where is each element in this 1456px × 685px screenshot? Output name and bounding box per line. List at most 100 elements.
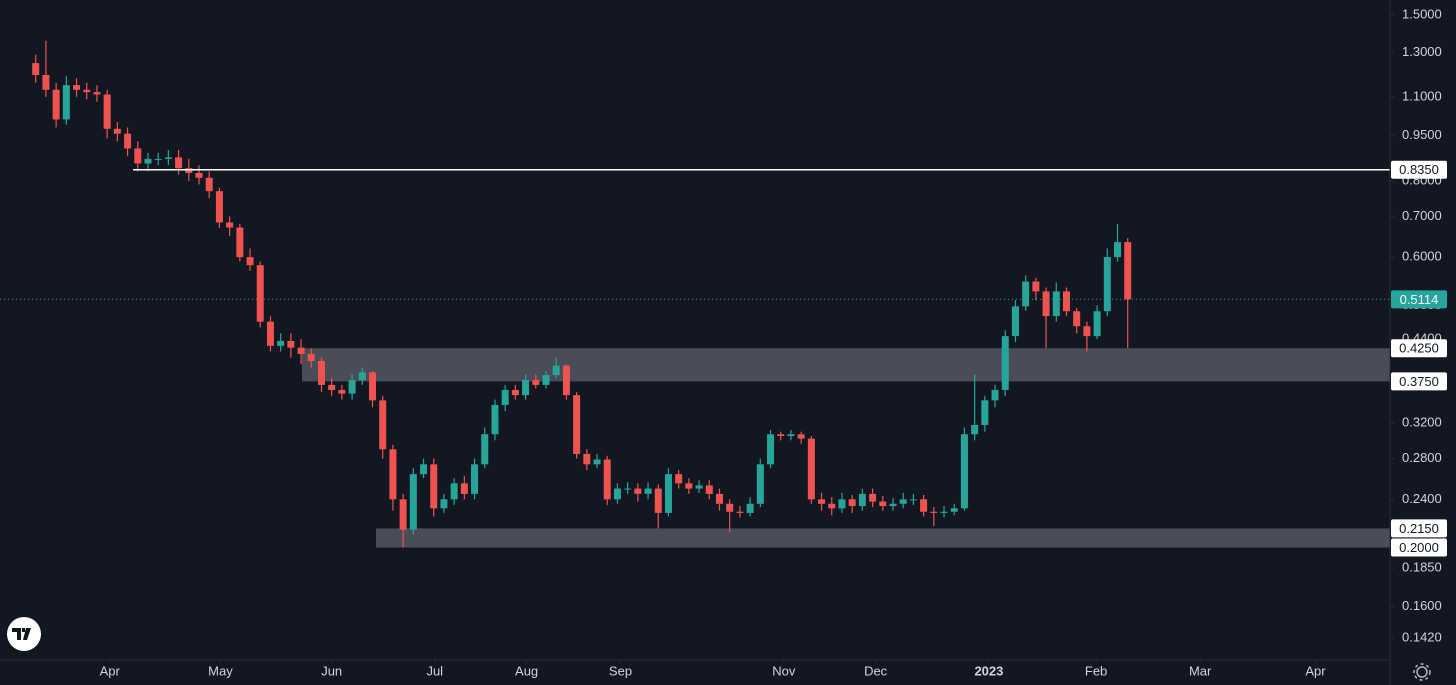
candle-body xyxy=(542,375,550,385)
candle-body xyxy=(1124,242,1132,300)
zone-low-label-bg xyxy=(1391,538,1447,557)
candle-body xyxy=(440,499,448,509)
zone-low-label: 0.3750 xyxy=(1399,374,1439,389)
candle-body xyxy=(1011,306,1019,337)
candle-body xyxy=(409,474,417,530)
x-tick-label: 2023 xyxy=(974,663,1003,678)
candle-body xyxy=(287,340,295,348)
candle-body xyxy=(297,347,305,354)
candle-body xyxy=(685,483,693,489)
last-price-label: 0.5114 xyxy=(1400,292,1439,307)
candle-body xyxy=(1042,291,1050,317)
settings-icon[interactable] xyxy=(1413,663,1431,681)
candle-body xyxy=(62,85,70,120)
tradingview-logo[interactable] xyxy=(7,617,41,651)
y-tick-label: 0.1600 xyxy=(1402,598,1442,613)
candle-body xyxy=(1062,291,1070,312)
candle-body xyxy=(634,488,642,494)
candle-body xyxy=(501,389,509,405)
candle-body xyxy=(848,499,856,507)
candle-body xyxy=(1073,311,1081,327)
y-tick-label: 1.3000 xyxy=(1402,44,1442,59)
zone-high-label-bg xyxy=(1391,339,1447,358)
candle-body xyxy=(317,361,325,385)
candle-body xyxy=(818,499,826,504)
candle-body xyxy=(879,501,887,507)
candle-body xyxy=(613,488,621,500)
candle-body xyxy=(1001,336,1009,390)
candle-body xyxy=(552,365,560,376)
candle-body xyxy=(175,157,183,169)
candle-body xyxy=(430,464,438,509)
y-tick-label: 1.5000 xyxy=(1402,6,1442,21)
candle-body xyxy=(838,499,846,509)
gear[interactable] xyxy=(1416,666,1428,678)
y-tick-label: 1.1000 xyxy=(1402,88,1442,103)
logo-bg[interactable] xyxy=(7,617,41,651)
zone xyxy=(302,348,1390,382)
candle-body xyxy=(328,384,336,390)
candle-body xyxy=(909,499,917,501)
candle-body xyxy=(399,499,407,530)
candle-body xyxy=(73,85,81,90)
candle-body xyxy=(787,434,795,436)
candle-body xyxy=(1103,257,1111,312)
candle-body xyxy=(736,511,744,513)
candle-body xyxy=(991,389,999,401)
candle-body xyxy=(124,133,132,149)
candle-body xyxy=(471,464,479,494)
y-tick-label: 0.7000 xyxy=(1402,208,1442,223)
gear-teeth[interactable] xyxy=(1413,663,1431,681)
candle-body xyxy=(624,488,632,490)
candle-body xyxy=(215,191,223,223)
candle-body xyxy=(562,365,570,396)
x-tick-label: Apr xyxy=(100,663,121,678)
candle-body xyxy=(899,499,907,504)
candle-body xyxy=(1022,281,1030,307)
candle-body xyxy=(246,257,254,266)
y-tick-label: 0.2400 xyxy=(1402,491,1442,506)
candle-body xyxy=(379,400,387,450)
candle-body xyxy=(828,503,836,509)
zone xyxy=(376,528,1390,548)
zone-high-label-bg xyxy=(1391,519,1447,538)
candle-body xyxy=(960,434,968,509)
candle-body xyxy=(134,148,142,164)
candle-body xyxy=(1052,291,1060,317)
plot-area xyxy=(0,40,1390,548)
candle-body xyxy=(573,395,581,454)
candle-body xyxy=(889,503,897,507)
x-tick-label: Dec xyxy=(864,663,888,678)
candle-body xyxy=(266,321,274,346)
candle-body xyxy=(1114,242,1122,258)
candle-body xyxy=(358,372,366,380)
candle-body xyxy=(532,379,540,385)
candle-body xyxy=(644,488,652,494)
candle-body xyxy=(236,227,244,258)
candle-body xyxy=(338,389,346,394)
candle-body xyxy=(83,89,91,93)
candle-body xyxy=(256,265,264,322)
candle-body xyxy=(154,158,162,160)
candle-body xyxy=(1093,311,1101,337)
zone-high-label: 0.4250 xyxy=(1399,341,1439,356)
candle-body xyxy=(705,485,713,494)
candle-body xyxy=(807,438,815,500)
y-tick-label: 0.9500 xyxy=(1402,127,1442,142)
candle-body xyxy=(940,511,948,513)
x-tick-label: Apr xyxy=(1305,663,1326,678)
candle-body xyxy=(491,404,499,435)
x-tick-label: Mar xyxy=(1189,663,1212,678)
zone-high-label: 0.2150 xyxy=(1399,521,1439,536)
x-tick-label: Aug xyxy=(515,663,538,678)
candle-body xyxy=(103,94,111,129)
candle-body xyxy=(420,464,428,475)
candle-body xyxy=(348,379,356,394)
logo-mark[interactable] xyxy=(12,628,31,640)
candle-body xyxy=(460,483,468,494)
candle-body xyxy=(654,488,662,513)
candle-body xyxy=(583,453,591,465)
candle-body xyxy=(858,493,866,507)
candle-body xyxy=(32,63,40,75)
